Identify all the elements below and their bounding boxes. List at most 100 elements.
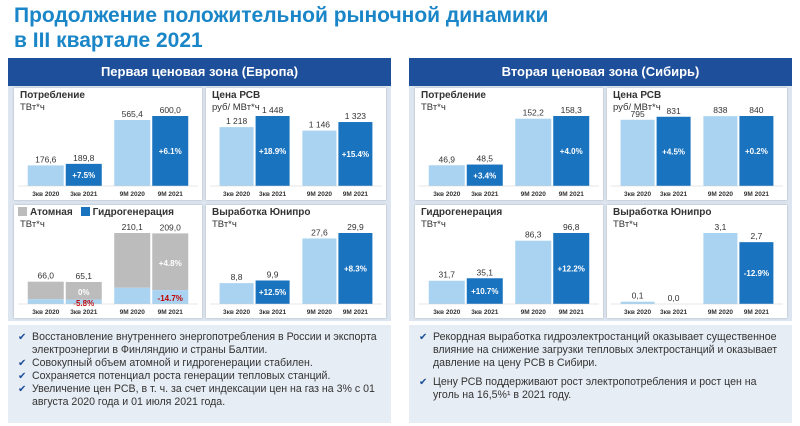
- category-label: 9М 2021: [158, 309, 184, 316]
- value-label: 8,8: [231, 272, 243, 282]
- category-label: 9М 2020: [521, 309, 547, 316]
- bar: [302, 130, 337, 186]
- panel-unit: ТВт*ч: [613, 219, 638, 230]
- bar: [255, 116, 290, 186]
- change-label-nuclear: 0%: [78, 288, 90, 297]
- bar: [428, 165, 465, 186]
- legend-label-hydro: Гидрогенерация: [92, 207, 174, 218]
- bar: [338, 122, 373, 186]
- category-label: 3кв 2020: [32, 309, 60, 316]
- bar: [656, 116, 691, 186]
- note-item: ✔ Сохраняется потенциал роста генерации т…: [18, 370, 383, 383]
- bar: [114, 120, 151, 186]
- value-label: 65,1: [75, 271, 92, 281]
- category-label: 3кв 2020: [433, 309, 461, 316]
- legend-swatch-hydro: [80, 207, 90, 216]
- note-text: Сохраняется потенциал роста генерации те…: [32, 370, 331, 382]
- panel-unit: ТВт*ч: [421, 102, 446, 113]
- change-label: +4.0%: [560, 147, 583, 156]
- note-item: ✔ Восстановление внутреннего энергопотреб…: [18, 331, 383, 357]
- panel-price-siberia: Цена РСВ руб/ МВт*ч 795 3кв 2020 +4.5% 831 3…: [607, 88, 787, 200]
- category-label: 3кв 2020: [624, 309, 652, 316]
- value-label: 2,7: [750, 231, 762, 241]
- zone-europe-header: Первая ценовая зона (Европа): [8, 58, 391, 86]
- category-label: 3кв 2020: [624, 191, 652, 198]
- category-label: 9М 2021: [744, 309, 770, 316]
- category-label: 9М 2020: [307, 309, 333, 316]
- panel-unipro-siberia: Выработка Юнипро ТВт*ч 0,1 3кв 2020 0,0 3кв…: [607, 205, 787, 318]
- category-label: 3кв 2020: [433, 191, 461, 198]
- value-label: 600,0: [160, 105, 182, 115]
- bar-segment-nuclear: [65, 282, 102, 300]
- bar-segment-hydro: [152, 290, 189, 304]
- consumption-siberia-chart: 46,9 3кв 2020 +3.4% 48,5 3кв 2021 152,2 9М 202…: [419, 105, 599, 198]
- bar: [65, 163, 102, 186]
- value-label: 176,6: [35, 154, 57, 164]
- value-label: 795: [631, 109, 645, 119]
- bar: [620, 119, 655, 186]
- value-label: 27,6: [311, 227, 328, 237]
- bar: [302, 238, 337, 304]
- panel-unipro-europe: Выработка Юнипро ТВт*ч 8,8 3кв 2020 +12.5%…: [206, 205, 386, 318]
- note-text: Рекордная выработка гидроэлектростанций …: [433, 331, 778, 369]
- panel-title: Потребление: [20, 90, 85, 101]
- change-label: +12.5%: [259, 288, 286, 297]
- note-text: Восстановление внутреннего энергопотребл…: [32, 331, 377, 356]
- bar: [553, 233, 590, 304]
- bar-segment-nuclear: [27, 281, 64, 300]
- value-label: 3,1: [714, 222, 726, 232]
- bar: [466, 164, 503, 186]
- price-siberia-chart: 795 3кв 2020 +4.5% 831 3кв 2021 838 9М 2020 +0.…: [611, 105, 783, 198]
- bar: [739, 116, 774, 186]
- panel-unit: ТВт*ч: [20, 219, 45, 230]
- value-label: 86,3: [525, 230, 542, 240]
- bar: [255, 280, 290, 304]
- bar: [428, 280, 465, 304]
- hydro-siberia-chart: 31,7 3кв 2020 +10.7% 35,1 3кв 2021 86,3 9М 202…: [419, 222, 599, 316]
- value-label: 46,9: [438, 154, 455, 164]
- panel-unit: ТВт*ч: [20, 102, 45, 113]
- category-label: 3кв 2021: [471, 309, 499, 316]
- change-label: +0.2%: [745, 147, 768, 156]
- value-label: 152,2: [523, 108, 545, 118]
- unipro-europe-chart: 8,8 3кв 2020 +12.5% 9,9 3кв 2021 27,6 9М 2020 +…: [210, 222, 382, 316]
- category-label: 3кв 2020: [32, 191, 60, 198]
- change-label: +7.5%: [72, 171, 95, 180]
- bar: [620, 301, 655, 304]
- change-label: +6.1%: [159, 147, 182, 156]
- category-label: 9М 2021: [559, 191, 585, 198]
- category-label: 9М 2020: [521, 191, 547, 198]
- category-label: 3кв 2021: [70, 309, 98, 316]
- category-label: 3кв 2021: [660, 191, 688, 198]
- check-icon: ✔: [419, 332, 428, 343]
- zone-europe: Первая ценовая зона (Европа) Потребление…: [8, 58, 391, 321]
- category-label: 3кв 2021: [70, 191, 98, 198]
- value-label: 29,9: [347, 222, 364, 232]
- bar: [338, 233, 373, 304]
- category-label: 3кв 2020: [223, 309, 251, 316]
- unipro-siberia-chart: 0,1 3кв 2020 0,0 3кв 2021 3,1 9М 2020 -12.9% 2,…: [611, 222, 783, 316]
- category-label: 3кв 2021: [259, 191, 287, 198]
- value-label: 1 323: [345, 111, 367, 121]
- legend: Атомная Гидрогенерация: [18, 207, 174, 218]
- panel-title: Гидрогенерация: [421, 207, 503, 218]
- panel-hydro-siberia: Гидрогенерация ТВт*ч 31,7 3кв 2020 +10.7% 3…: [415, 205, 603, 318]
- value-label: 96,8: [563, 222, 580, 232]
- value-label: 209,0: [160, 222, 182, 232]
- zone-siberia-header: Вторая ценовая зона (Сибирь): [409, 58, 792, 86]
- value-label: 831: [667, 106, 681, 116]
- category-label: 9М 2020: [120, 191, 146, 198]
- panel-title: Потребление: [421, 90, 486, 101]
- value-label: 189,8: [73, 153, 95, 163]
- panel-unit: руб/ МВт*ч: [212, 102, 260, 113]
- change-label: +3.4%: [473, 171, 496, 180]
- panel-consumption-siberia: Потребление ТВт*ч 46,9 3кв 2020 +3.4% 48,5 3…: [415, 88, 603, 200]
- bar-segment-nuclear: [114, 233, 151, 288]
- notes-europe: ✔ Восстановление внутреннего энергопотреб…: [8, 325, 391, 423]
- value-label: 1 218: [226, 116, 248, 126]
- page-title-line1: Продолжение положительной рыночной динам…: [14, 4, 549, 27]
- value-label: 48,5: [476, 154, 493, 164]
- value-label: 158,3: [561, 105, 583, 115]
- bar: [553, 116, 590, 186]
- consumption-europe-chart: 176,6 3кв 2020 +7.5% 189,8 3кв 2021 565,4 9М 2…: [18, 105, 198, 198]
